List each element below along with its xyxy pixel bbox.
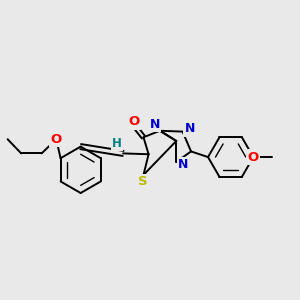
Text: S: S: [138, 176, 148, 188]
Text: O: O: [248, 151, 259, 164]
Text: O: O: [51, 133, 62, 146]
Text: N: N: [178, 158, 189, 171]
Text: N: N: [150, 118, 160, 131]
Text: N: N: [184, 122, 195, 135]
Text: H: H: [112, 137, 122, 150]
Text: O: O: [128, 115, 140, 128]
